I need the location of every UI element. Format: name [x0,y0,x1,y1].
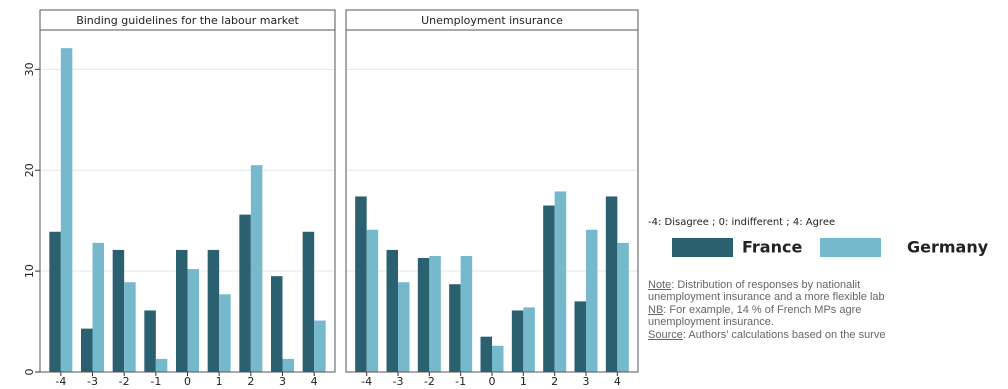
note-line: Source: Authors’ calculations based on t… [648,329,1008,341]
bar [187,269,199,372]
note-text: : Authors’ calculations based on the sur… [682,328,886,341]
scale-note: -4: Disagree ; 0: indifferent ; 4: Agree [648,217,835,228]
bar [417,258,430,372]
bar [492,345,504,372]
note-text: : Distribution of responses by nationali… [671,279,861,291]
bar [366,229,379,372]
note-text: unemployment insurance. [648,316,774,329]
legend-label: France [742,238,802,257]
bar [207,249,220,372]
bar [398,282,410,372]
bar [124,282,136,372]
bar [429,255,441,372]
x-tick-label: -4 [361,375,372,388]
bar [239,214,251,372]
note-text: unemployment insurance and a more flexib… [648,291,885,304]
bar [302,231,315,372]
bar [386,249,398,372]
bar [460,255,473,372]
bar [543,205,555,372]
x-tick-label: 1 [520,375,527,388]
note-text: Source [648,328,683,341]
x-tick-label: -1 [455,375,466,388]
bar [554,191,567,372]
x-tick-label: 2 [247,375,254,388]
bar [523,307,535,372]
x-tick-label: 1 [216,375,223,388]
bar [617,242,629,372]
bar [314,320,326,372]
x-tick-label: -1 [150,375,161,388]
x-tick-label: -3 [393,375,404,388]
bar [282,358,294,372]
note-text: : For example, 14 % of French MPs agre [663,303,862,316]
note-line: unemployment insurance. [648,316,1008,328]
notes: Note: Distribution of responses by natio… [648,279,1008,341]
legend-swatch [672,238,733,257]
panel-frame [39,9,336,373]
note-text: Note [648,279,672,291]
bar [60,48,73,372]
x-tick-label: 4 [311,375,318,388]
note-text: NB [648,303,664,316]
bar [81,328,93,372]
x-tick-label: 0 [489,375,496,388]
x-tick-label: -2 [424,375,435,388]
bar [449,284,461,372]
bar [144,310,156,372]
x-tick-label: -3 [87,375,98,388]
bar [271,276,283,372]
x-tick-label: -2 [119,375,130,388]
legend-swatch [820,238,881,257]
y-tick-label: 10 [23,264,36,278]
y-tick-label: 0 [23,369,36,376]
bar [176,249,188,372]
x-tick-label: 4 [614,375,621,388]
y-tick-label: 30 [23,62,36,76]
x-tick-label: 0 [184,375,191,388]
bar [112,249,125,372]
legend-label: Germany [907,238,989,257]
bar [605,196,618,372]
note-line: NB: For example, 14 % of French MPs agre [648,304,1008,316]
panel-title: Binding guidelines for the labour market [76,14,299,27]
x-tick-label: -4 [55,375,66,388]
bar [92,242,104,372]
bar [480,336,492,372]
bar [250,165,263,372]
panel-frame [345,9,639,373]
bar [155,358,168,372]
bar [574,301,586,372]
bar [586,229,598,372]
bar [511,310,524,372]
bar [355,196,367,372]
y-tick-label: 20 [23,163,36,177]
bar [49,231,61,372]
note-line: unemployment insurance and a more flexib… [648,291,1008,303]
x-tick-label: 3 [279,375,286,388]
x-tick-label: 3 [583,375,590,388]
note-line: Note: Distribution of responses by natio… [648,279,1008,291]
bar [219,294,231,372]
panel-title: Unemployment insurance [421,14,563,27]
x-tick-label: 2 [551,375,558,388]
